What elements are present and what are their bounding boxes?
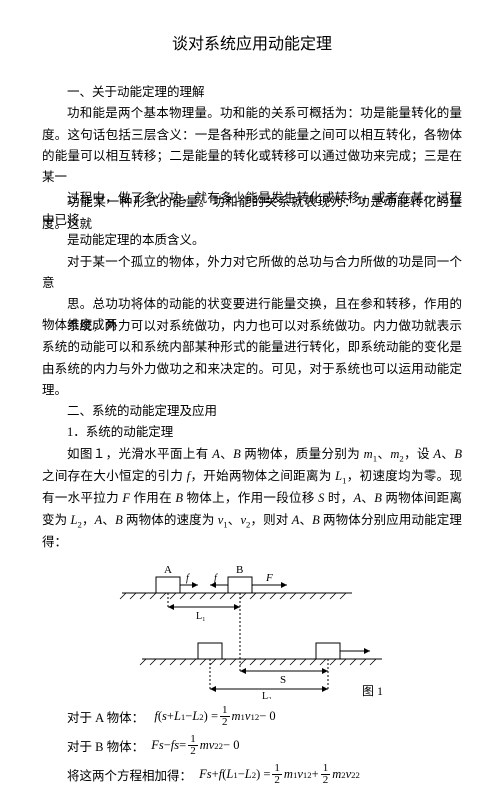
page-title: 谈对系统应用动能定理 (42, 30, 462, 54)
label-L1: L₁ (196, 611, 206, 622)
paragraph: 对于某一个孤立的物体，外力对它所做的总功与合力所做的功是同一个意 (42, 252, 462, 295)
label-f: f (214, 573, 218, 584)
label-f: f (186, 573, 190, 584)
diagram-svg: A B f f F L₁ (102, 559, 402, 699)
overlap-layer-a: 思。总功功将体的动能的状变要进行能量交换，且在参和转移，作用的物体维度成两 (42, 294, 462, 337)
paragraph: 功和能是两个基本物理量。功和能的关系可概括为：功是能量转化的量度。这句话包括三层… (42, 103, 462, 188)
figure-caption: 图 1 (362, 684, 383, 698)
paragraph-3: 如图１，光滑水平面上有 A、B 两物体，质量分别为 m1、m2，设 A、B 之间… (42, 444, 462, 554)
equation-B: 对于 B 物体： Fs − fs = 12 mv22 − 0 (67, 734, 462, 757)
document-page: 谈对系统应用动能定理 一、关于动能定理的理解 功和能是两个基本物理量。功和能的关… (0, 0, 504, 812)
section-2-heading: 二、系统的动能定理及应用 (42, 401, 462, 422)
label-S: S (280, 674, 286, 686)
equation-sum: 将这两个方程相加得： Fs + f(L1 − L2) = 12 m1v12 + … (67, 763, 462, 786)
section-1-heading: 一、关于动能定理的理解 (42, 82, 462, 103)
subsection-heading: 1．系统的动能定理 (42, 422, 462, 443)
overlap-layer-b: 功能某一种形式的能量。功和能的关系就表现为：功是动能转化的量度。这就 (42, 192, 462, 235)
overlapped-text: 过程中，做了多少功，就有多少能量发生转化或转移，或者在某一过程中已将 功能某一种… (42, 188, 462, 230)
label-B: B (236, 564, 243, 576)
eqA-lead: 对于 A 物体： (67, 707, 144, 726)
label-L2: L₂ (262, 691, 272, 699)
eqSum-lead: 将这两个方程相加得： (67, 765, 192, 784)
figure-1: A B f f F L₁ (42, 559, 462, 699)
equation-A: 对于 A 物体： f(s + L1 − L2) = 12 m1v12 − 0 (67, 705, 462, 728)
overlapped-text: 思。总功功将体的动能的状变要进行能量交换，且在参和转移，作用的物体维度成两 (42, 294, 462, 316)
label-F: F (265, 572, 273, 584)
eqB-lead: 对于 B 物体： (67, 736, 144, 755)
label-A: A (164, 564, 172, 576)
